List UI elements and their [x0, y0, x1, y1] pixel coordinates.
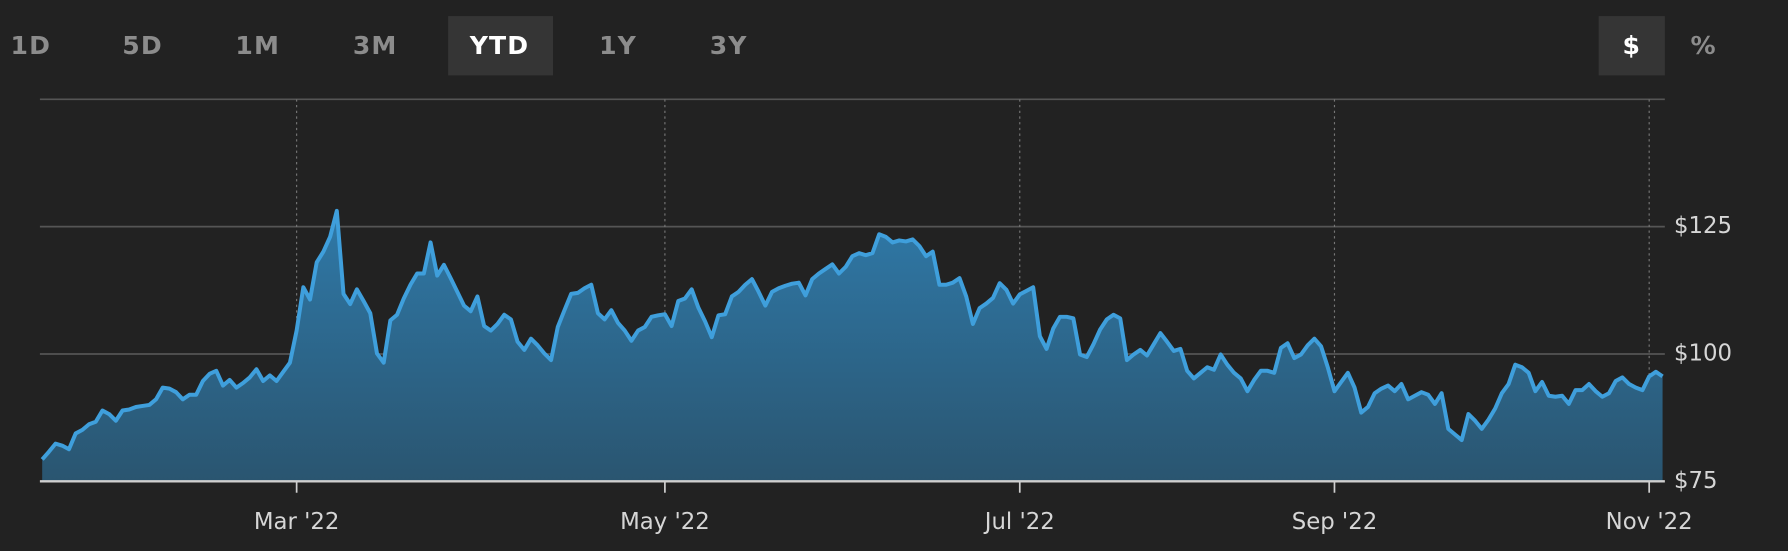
range-button[interactable]: 3Y — [710, 31, 748, 60]
range-button[interactable]: 5D — [122, 31, 163, 60]
y-tick-label: $100 — [1674, 340, 1732, 366]
range-label: 1M — [235, 31, 280, 60]
x-tick-label: Sep '22 — [1292, 509, 1378, 535]
y-tick-label: $75 — [1674, 468, 1718, 494]
unit-button[interactable]: % — [1690, 31, 1716, 60]
range-label: 3M — [353, 31, 398, 60]
price-line — [40, 208, 1664, 461]
range-label: 1D — [11, 31, 52, 60]
range-button[interactable]: 1D — [11, 31, 52, 60]
unit-label: $ — [1622, 31, 1641, 60]
range-label: 1Y — [599, 31, 637, 60]
plot — [40, 208, 1664, 482]
range-label: 5D — [122, 31, 163, 60]
range-button[interactable]: 1M — [235, 31, 280, 60]
unit-button[interactable]: $ — [1598, 16, 1665, 76]
range-label: YTD — [469, 31, 530, 60]
range-label: 3Y — [710, 31, 748, 60]
range-button[interactable]: 3M — [353, 31, 398, 60]
y-tick-label: $125 — [1674, 213, 1732, 239]
area-fill — [42, 210, 1663, 482]
range-button[interactable]: YTD — [448, 16, 554, 76]
x-tick-label: May '22 — [620, 509, 710, 535]
axes: $75 $100 $125 Mar '22 May '22 Jul '22 Sep '22 N… — [39, 213, 1732, 535]
x-tick-label: Nov '22 — [1606, 509, 1693, 535]
x-tick-label: Mar '22 — [254, 509, 340, 535]
controls: 1D 5D 1M 3M YTD 1Y 3Y $% — [11, 16, 1716, 76]
button-highlight — [1598, 16, 1665, 76]
button-highlight — [448, 16, 554, 76]
x-tick-label: Jul '22 — [983, 509, 1055, 535]
unit-label: % — [1690, 31, 1716, 60]
range-button[interactable]: 1Y — [599, 31, 637, 60]
